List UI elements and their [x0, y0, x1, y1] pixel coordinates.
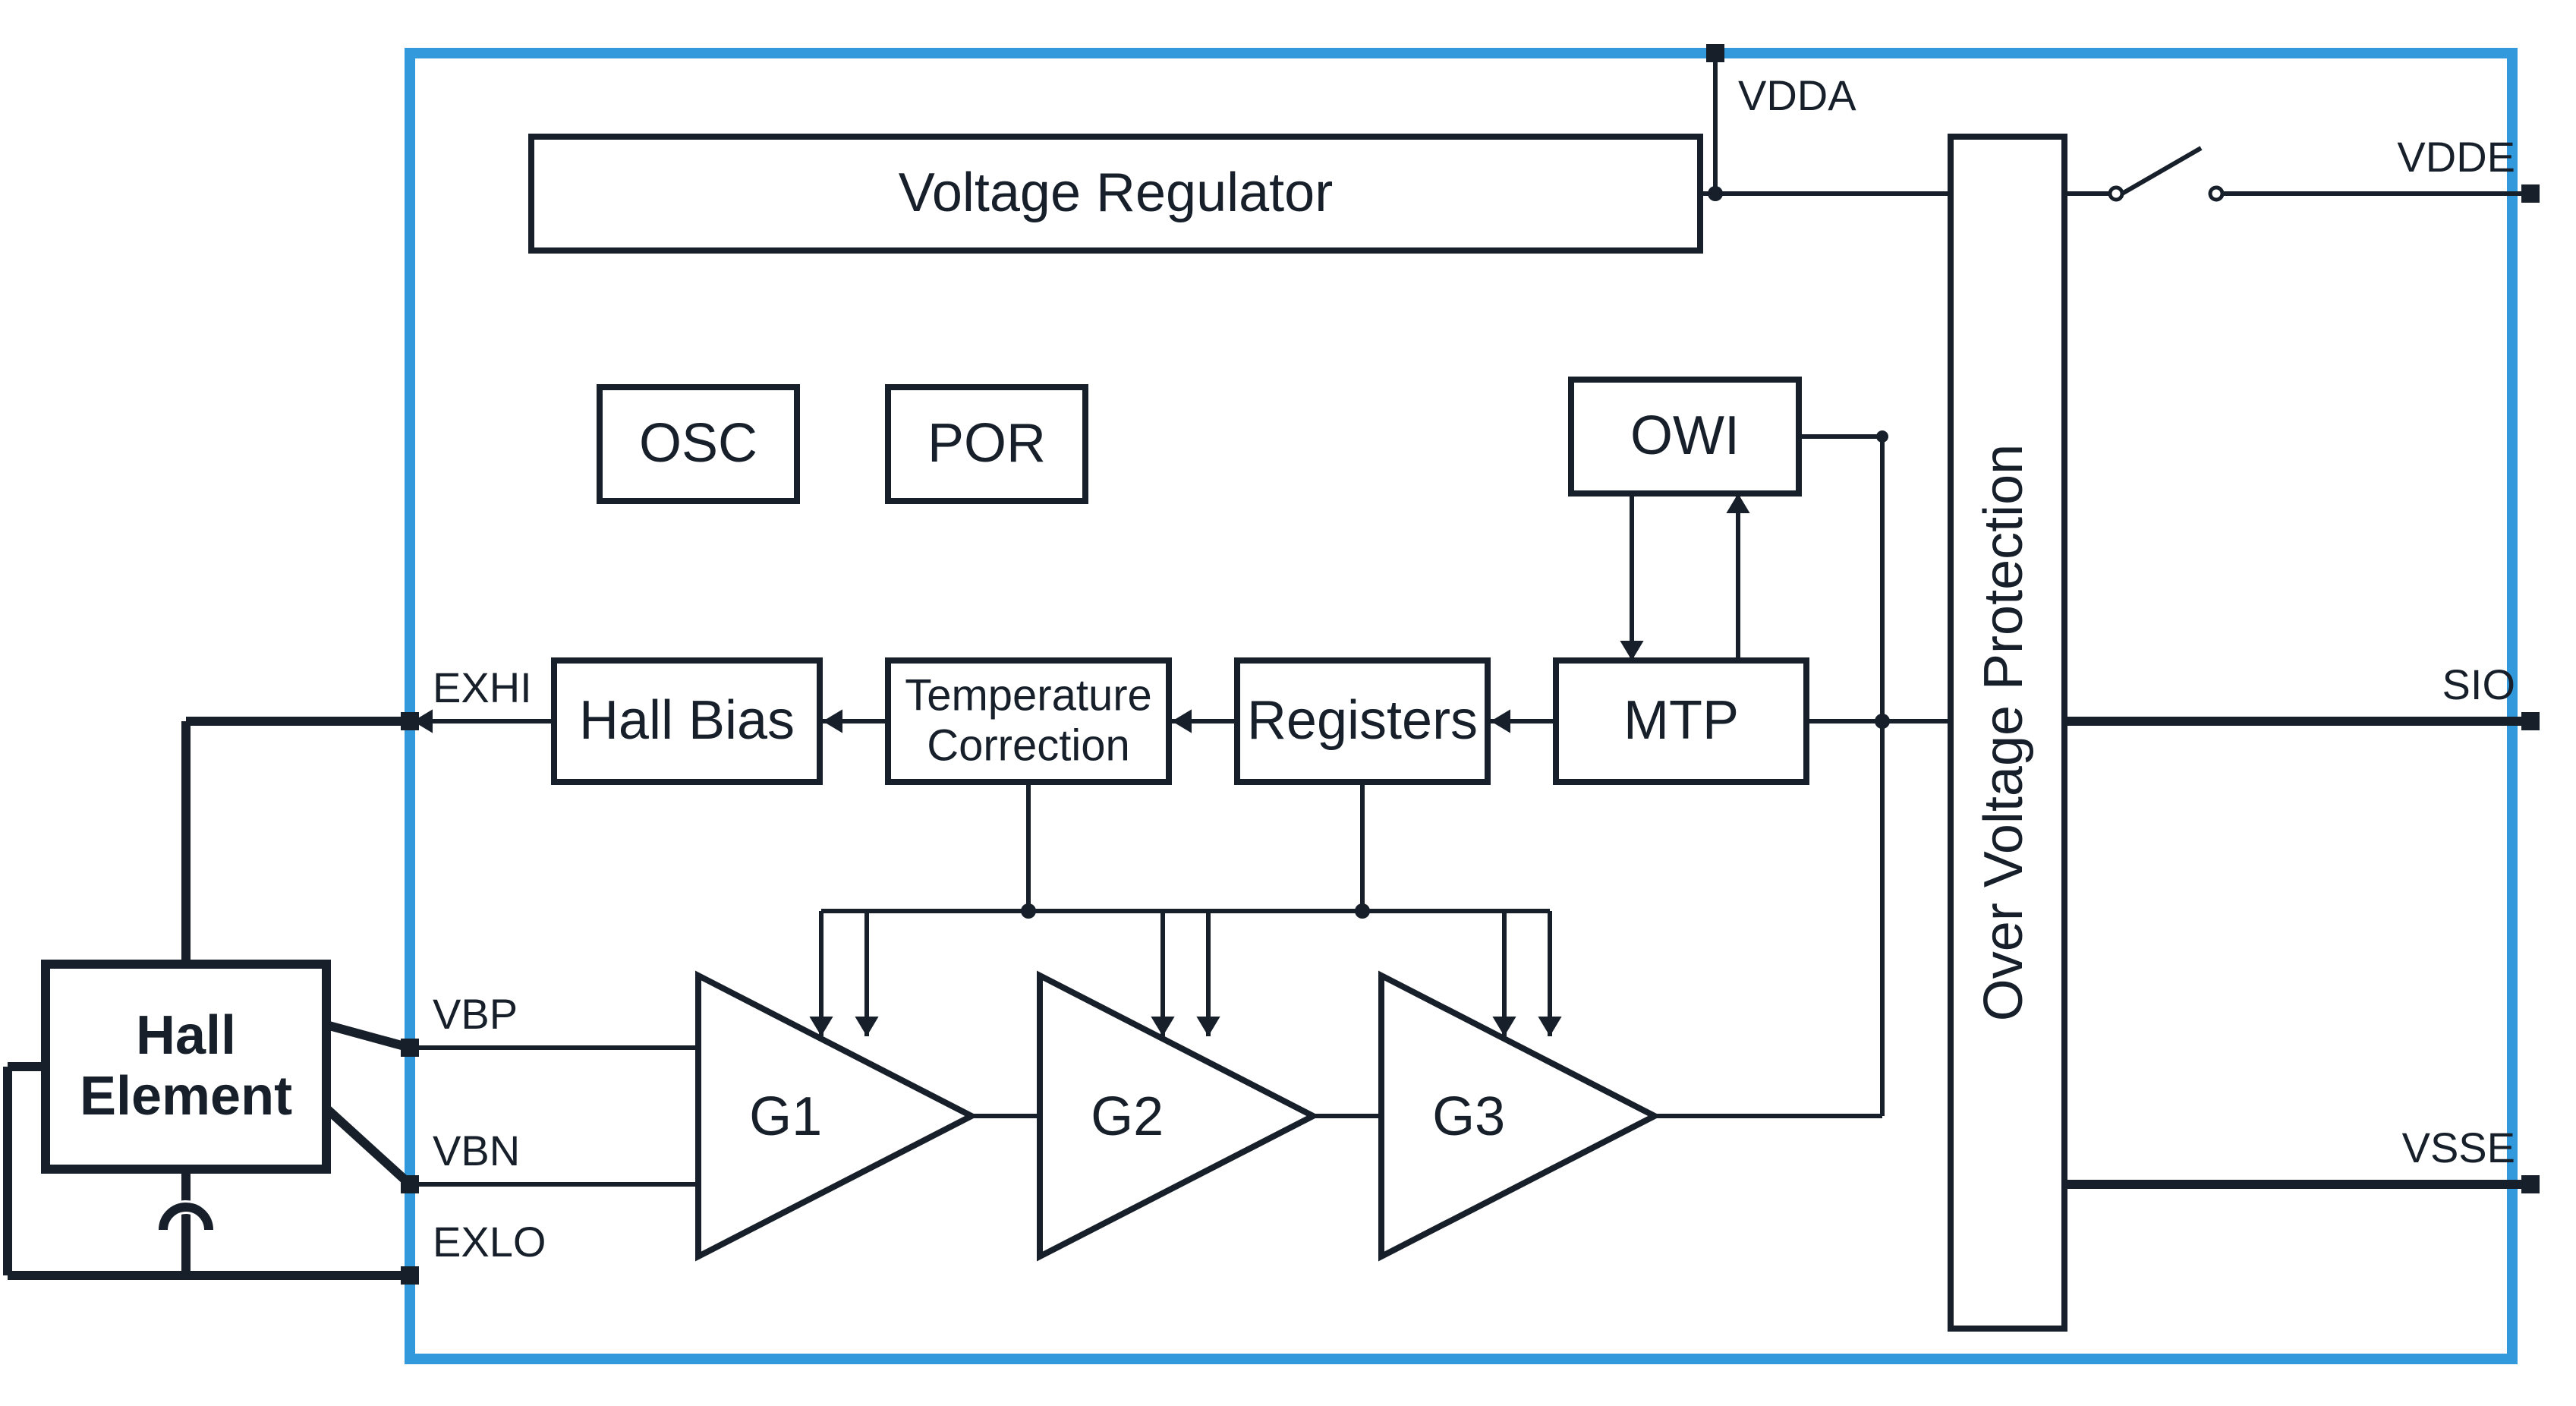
svg-text:G3: G3: [1432, 1086, 1505, 1147]
svg-text:OWI: OWI: [1630, 405, 1740, 466]
svg-text:SIO: SIO: [2442, 660, 2515, 708]
svg-text:Registers: Registers: [1247, 690, 1478, 751]
svg-text:Voltage Regulator: Voltage Regulator: [899, 162, 1333, 223]
svg-text:Temperature: Temperature: [905, 670, 1152, 720]
svg-text:Correction: Correction: [927, 720, 1130, 770]
svg-text:MTP: MTP: [1623, 690, 1739, 751]
svg-text:Hall Bias: Hall Bias: [579, 690, 795, 751]
svg-text:VSSE: VSSE: [2402, 1124, 2515, 1171]
svg-text:VDDA: VDDA: [1738, 71, 1856, 119]
svg-text:VBP: VBP: [433, 990, 518, 1038]
svg-text:G1: G1: [749, 1086, 822, 1147]
svg-text:Hall: Hall: [136, 1005, 236, 1066]
svg-text:OSC: OSC: [639, 413, 757, 474]
svg-text:VDDE: VDDE: [2397, 133, 2515, 181]
svg-text:POR: POR: [927, 413, 1046, 474]
svg-text:EXLO: EXLO: [433, 1218, 546, 1266]
ovp-label: Over Voltage Protection: [1973, 444, 2034, 1021]
svg-text:VBN: VBN: [433, 1127, 520, 1174]
svg-text:G2: G2: [1091, 1086, 1164, 1147]
svg-text:EXHI: EXHI: [433, 664, 532, 711]
svg-text:Element: Element: [80, 1066, 292, 1127]
